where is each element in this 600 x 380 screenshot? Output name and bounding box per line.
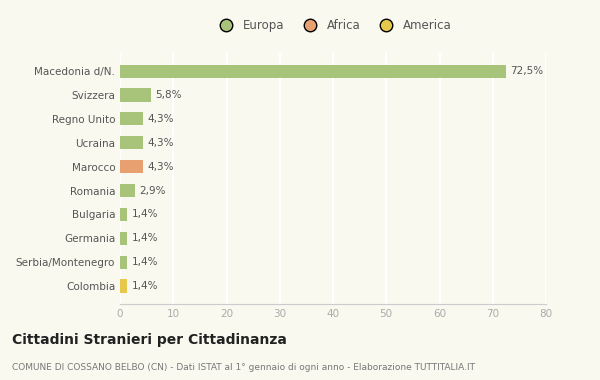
- Text: 2,9%: 2,9%: [140, 185, 166, 196]
- Text: 4,3%: 4,3%: [147, 162, 173, 172]
- Bar: [120, 208, 127, 221]
- Text: 1,4%: 1,4%: [132, 257, 158, 267]
- Text: Cittadini Stranieri per Cittadinanza: Cittadini Stranieri per Cittadinanza: [12, 333, 287, 347]
- Bar: [120, 232, 127, 245]
- Text: 1,4%: 1,4%: [132, 233, 158, 243]
- Bar: [120, 184, 136, 197]
- Text: COMUNE DI COSSANO BELBO (CN) - Dati ISTAT al 1° gennaio di ogni anno - Elaborazi: COMUNE DI COSSANO BELBO (CN) - Dati ISTA…: [12, 364, 475, 372]
- Text: 72,5%: 72,5%: [511, 66, 544, 76]
- Text: 5,8%: 5,8%: [155, 90, 182, 100]
- Bar: [120, 136, 143, 149]
- Bar: [120, 256, 127, 269]
- Bar: [120, 65, 506, 78]
- Text: 1,4%: 1,4%: [132, 209, 158, 219]
- Text: 4,3%: 4,3%: [147, 138, 173, 148]
- Bar: [120, 160, 143, 173]
- Text: 4,3%: 4,3%: [147, 114, 173, 124]
- Text: 1,4%: 1,4%: [132, 281, 158, 291]
- Bar: [120, 279, 127, 293]
- Legend: Europa, Africa, America: Europa, Africa, America: [209, 14, 457, 36]
- Bar: [120, 89, 151, 101]
- Bar: [120, 112, 143, 125]
